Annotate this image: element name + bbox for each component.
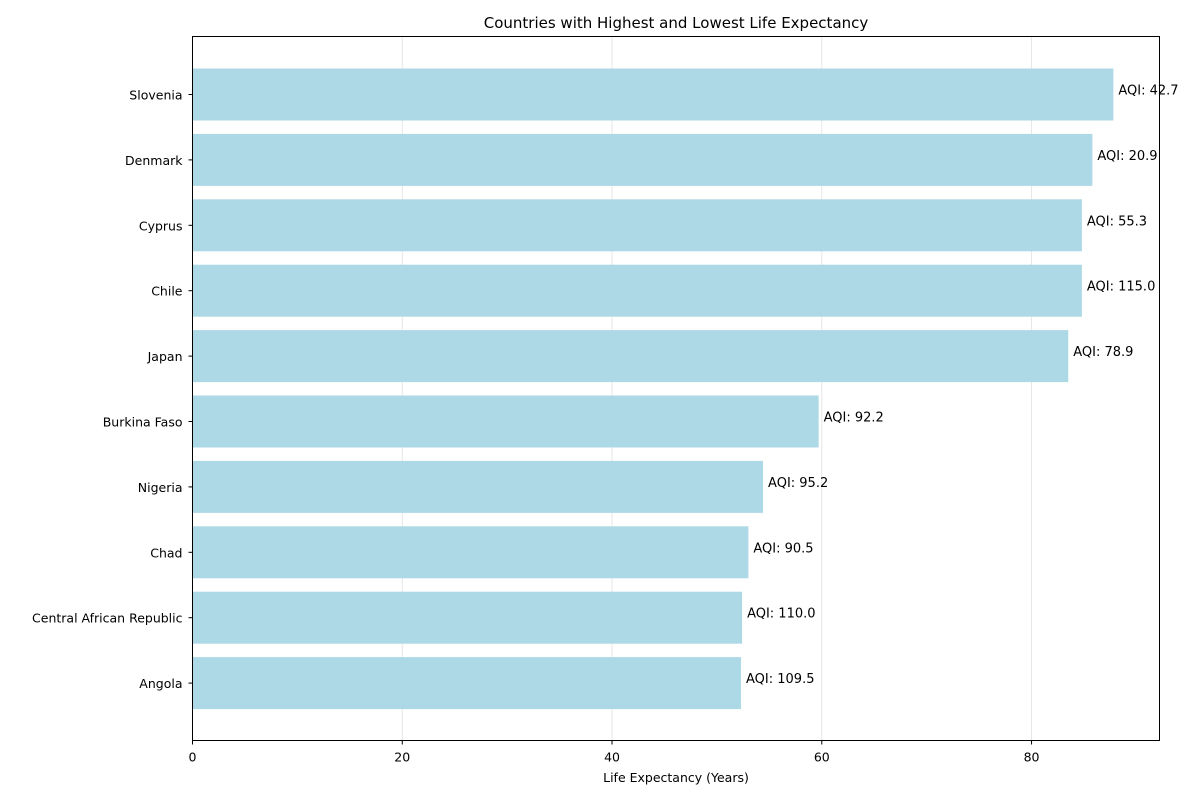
x-tick-label: 60 [814, 750, 830, 765]
y-tick-label: Nigeria [138, 480, 183, 495]
y-tick-label: Denmark [125, 153, 183, 168]
data-labels: AQI: 42.7 AQI: 20.9 AQI: 55.3 AQI: 115.0 AQI… [746, 84, 1179, 688]
data-label: AQI: 109.5 [746, 672, 814, 687]
x-tick-labels: 0 20 40 60 80 [189, 740, 1040, 765]
data-label: AQI: 78.9 [1073, 345, 1133, 360]
data-label: AQI: 90.5 [753, 541, 813, 556]
bar [192, 395, 819, 448]
y-tick-label: Chile [151, 284, 183, 299]
x-tick-label: 0 [189, 750, 197, 765]
bar [192, 264, 1082, 317]
data-label: AQI: 55.3 [1087, 214, 1147, 229]
data-label: AQI: 115.0 [1087, 280, 1155, 295]
y-tick-label: Angola [139, 676, 182, 691]
y-tick-label: Central African Republic [32, 611, 183, 626]
data-label: AQI: 92.2 [824, 411, 884, 426]
y-tick-label: Chad [150, 545, 182, 560]
bar [192, 460, 764, 513]
bar [192, 591, 743, 644]
y-tick-label: Slovenia [129, 88, 182, 103]
bar [192, 68, 1114, 121]
data-label: AQI: 95.2 [768, 476, 828, 491]
x-tick-label: 40 [604, 750, 620, 765]
y-tick-label: Japan [147, 349, 183, 364]
chart-title: Countries with Highest and Lowest Life E… [484, 14, 869, 32]
x-tick-label: 20 [394, 750, 410, 765]
bar [192, 526, 749, 579]
y-tick-label: Cyprus [139, 218, 183, 233]
bar [192, 199, 1082, 252]
data-label: AQI: 20.9 [1097, 149, 1157, 164]
x-tick-label: 80 [1024, 750, 1040, 765]
y-tick-labels: Slovenia Denmark Cyprus Chile Japan Burkina F… [32, 88, 193, 691]
x-axis-label: Life Expectancy (Years) [603, 770, 749, 785]
bars [192, 68, 1114, 710]
y-tick-label: Burkina Faso [103, 415, 183, 430]
data-label: AQI: 110.0 [747, 607, 815, 622]
plot-frame [192, 36, 1160, 741]
bar [192, 330, 1069, 383]
bar [192, 133, 1093, 186]
data-label: AQI: 42.7 [1118, 84, 1178, 99]
bar [192, 657, 742, 710]
